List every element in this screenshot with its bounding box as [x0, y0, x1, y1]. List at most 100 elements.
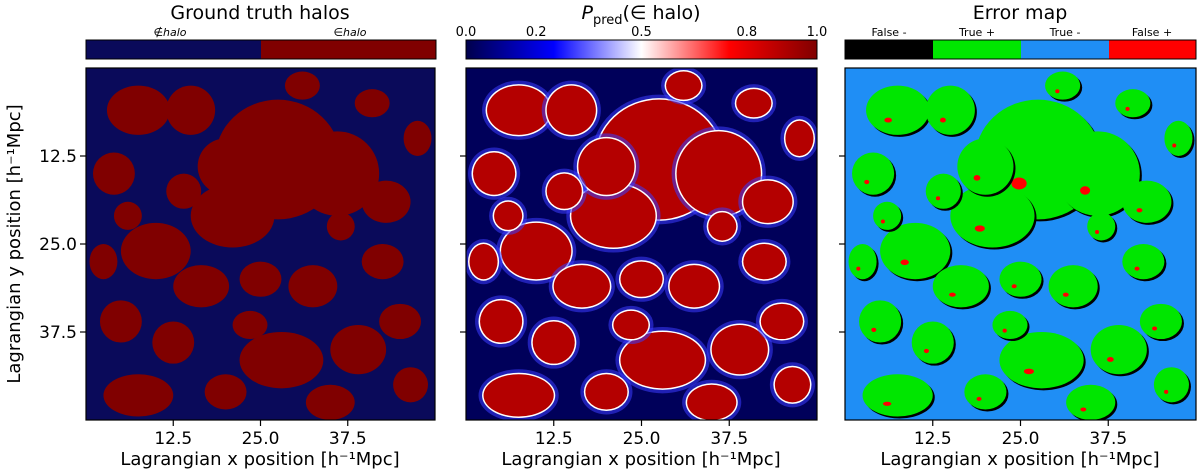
error-false-positive-region [1134, 266, 1140, 271]
error-false-positive-region [1011, 177, 1027, 190]
colorbar-ticks: 0.0 0.2 0.5 0.8 1.0 [456, 25, 828, 40]
y-tick-label: 12.5 [39, 147, 77, 167]
colorbar-segment-false-positive [1109, 40, 1196, 59]
y-axis-label: Lagrangian y position [h⁻¹Mpc] [4, 104, 25, 383]
halo-region [859, 300, 902, 343]
x-tick-label: 12.5 [535, 429, 573, 449]
x-tick-label: 37.5 [1089, 429, 1127, 449]
halo-region [992, 310, 1028, 340]
halo-region [862, 374, 933, 417]
error-false-positive-region [864, 179, 870, 185]
halo-region [578, 138, 635, 195]
halo-region [480, 300, 523, 343]
halo-region [284, 71, 320, 100]
halo-region [295, 131, 380, 216]
panel-error-map: Error map False - True + True - False + … [839, 2, 1197, 470]
halo-region [361, 244, 404, 280]
halo-region [911, 321, 954, 364]
error-false-positive-region [1011, 284, 1017, 289]
error-false-positive-region [1080, 186, 1091, 195]
error-false-positive-region [923, 348, 929, 354]
heatmap-probability [466, 68, 817, 420]
error-false-positive-region [884, 117, 892, 123]
halo-region [760, 303, 803, 340]
halo-region [166, 85, 216, 135]
y-tick-marks [460, 155, 466, 333]
halo-region [330, 324, 387, 375]
error-false-positive-region [974, 225, 985, 232]
error-false-positive-region [949, 292, 956, 297]
error-false-positive-region [976, 396, 982, 401]
error-false-positive-region [1172, 143, 1177, 148]
colorbar-tick-label: 0.5 [631, 25, 652, 40]
halo-region [1066, 384, 1116, 420]
halo-region [848, 244, 877, 280]
halo-region [613, 310, 649, 340]
halo-region [546, 173, 582, 209]
colorbar-label-not-halo: ∉halo [153, 26, 186, 39]
halo-region [925, 173, 961, 209]
colorbar-label-true-positive: True + [958, 26, 995, 39]
x-axis-label: Lagrangian x position [h⁻¹Mpc] [501, 449, 780, 470]
x-tick-label: 25.0 [1002, 429, 1040, 449]
halo-region [925, 85, 975, 135]
halo-region [669, 265, 719, 308]
halo-region [106, 85, 170, 135]
halo-region [852, 152, 895, 195]
halo-region [1122, 180, 1172, 223]
halo-region [197, 138, 254, 195]
halo-region [666, 71, 702, 100]
panel-probability: Ppred(∈ halo) 0.0 0.2 0.5 0.8 1.0 12.5 25.0 37… [456, 2, 828, 470]
halo-region [866, 85, 930, 135]
heatmap-ground-truth [86, 68, 435, 420]
halo-region [774, 367, 810, 403]
halo-region [99, 300, 142, 343]
halo-region [687, 384, 737, 420]
colorbar-segment-true-negative [1021, 40, 1109, 59]
halo-region [620, 261, 663, 297]
colorbar-tick-label: 0.8 [736, 25, 757, 40]
halo-region [736, 89, 772, 118]
halo-region [585, 374, 628, 410]
colorbar: ∉halo ∈halo [85, 26, 437, 60]
error-false-positive-region [1095, 230, 1100, 235]
halo-region [166, 173, 202, 209]
halo-region [932, 265, 989, 308]
halo-region [571, 184, 656, 248]
colorbar-label-false-negative: False - [871, 26, 906, 39]
halo-region [232, 310, 268, 340]
x-tick-label: 12.5 [154, 429, 192, 449]
halo-region [1045, 71, 1081, 100]
x-ticks: 12.5 25.0 37.5 [154, 420, 367, 449]
error-false-positive-region [882, 401, 892, 406]
halo-region [361, 180, 411, 223]
colorbar-segment-false-negative [845, 40, 933, 59]
halo-region [532, 321, 575, 364]
halo-region [950, 184, 1035, 248]
x-ticks: 12.5 25.0 37.5 [535, 420, 748, 449]
halo-region [113, 201, 142, 230]
halo-region [785, 120, 814, 156]
heatmap-error-map [845, 68, 1196, 420]
halo-region [354, 89, 390, 118]
halo-region [964, 374, 1007, 410]
error-false-positive-region [1125, 106, 1130, 111]
error-false-positive-region [1152, 326, 1158, 331]
error-false-positive-region [1106, 356, 1114, 362]
colorbar-frame [844, 39, 1197, 60]
panel-title: Error map [973, 2, 1068, 24]
colorbar-gradient [466, 40, 817, 59]
halo-region [103, 374, 174, 417]
colorbar-label-false-positive: False + [1132, 26, 1172, 39]
halo-region [152, 321, 195, 364]
colorbar: 0.0 0.2 0.5 0.8 1.0 [456, 25, 828, 60]
x-axis-label: Lagrangian x position [h⁻¹Mpc] [120, 449, 399, 470]
error-false-positive-region [973, 175, 981, 181]
error-false-positive-region [939, 117, 946, 123]
halo-region [239, 332, 324, 389]
title-subscript: pred [593, 13, 623, 28]
halo-region [1164, 120, 1193, 156]
x-axis-label: Lagrangian x position [h⁻¹Mpc] [880, 449, 1159, 470]
panel-title: Ground truth halos [170, 2, 349, 24]
error-false-positive-region [1164, 389, 1169, 394]
